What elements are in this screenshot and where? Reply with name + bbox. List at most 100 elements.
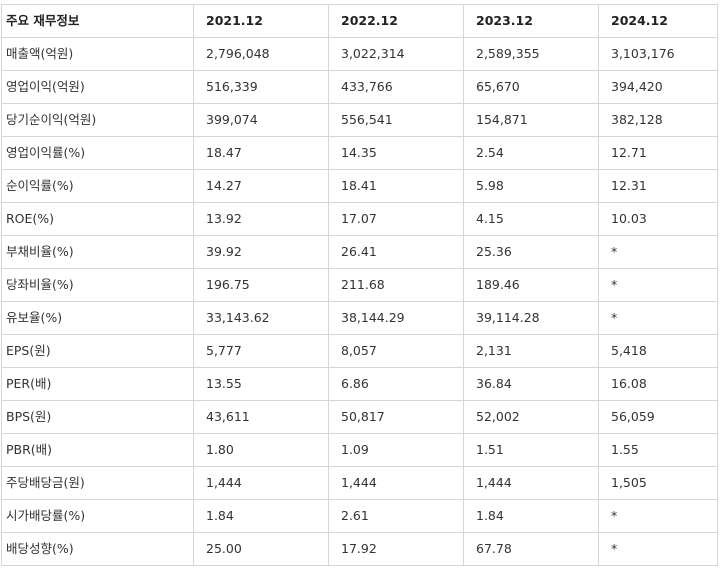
financial-table: 주요 재무정보 2021.12 2022.12 2023.12 2024.12 … (1, 4, 718, 566)
table-row: PBR(배) 1.80 1.09 1.51 1.55 (1, 433, 718, 467)
value-2021: 13.55 (193, 367, 329, 401)
table-row: 배당성향(%) 25.00 17.92 67.78 * (1, 532, 718, 566)
header-year-2023: 2023.12 (463, 4, 599, 38)
value-2021: 33,143.62 (193, 301, 329, 335)
value-2021: 13.92 (193, 202, 329, 236)
metric-name: 당기순이익(억원) (1, 103, 194, 137)
table-row: 당기순이익(억원) 399,074 556,541 154,871 382,128 (1, 103, 718, 137)
value-2024: 12.31 (598, 169, 718, 203)
value-2022: 1.09 (328, 433, 464, 467)
value-2023: 25.36 (463, 235, 599, 269)
value-2024: * (598, 499, 718, 533)
value-2022: 50,817 (328, 400, 464, 434)
table-row: 매출액(억원) 2,796,048 3,022,314 2,589,355 3,103,… (1, 37, 718, 71)
value-2022: 14.35 (328, 136, 464, 170)
metric-name: PBR(배) (1, 433, 194, 467)
value-2024: 1.55 (598, 433, 718, 467)
value-2024: 382,128 (598, 103, 718, 137)
value-2022: 1,444 (328, 466, 464, 500)
metric-name: 주당배당금(원) (1, 466, 194, 500)
metric-name: ROE(%) (1, 202, 194, 236)
value-2024: * (598, 532, 718, 566)
metric-name: EPS(원) (1, 334, 194, 368)
value-2023: 1.84 (463, 499, 599, 533)
header-metric: 주요 재무정보 (1, 4, 194, 38)
table-row: 시가배당률(%) 1.84 2.61 1.84 * (1, 499, 718, 533)
value-2022: 17.92 (328, 532, 464, 566)
value-2021: 196.75 (193, 268, 329, 302)
value-2024: * (598, 235, 718, 269)
metric-name: 배당성향(%) (1, 532, 194, 566)
value-2021: 399,074 (193, 103, 329, 137)
value-2022: 38,144.29 (328, 301, 464, 335)
value-2021: 516,339 (193, 70, 329, 104)
value-2021: 39.92 (193, 235, 329, 269)
metric-name: 당좌비율(%) (1, 268, 194, 302)
value-2022: 556,541 (328, 103, 464, 137)
value-2023: 5.98 (463, 169, 599, 203)
value-2021: 25.00 (193, 532, 329, 566)
metric-name: 부채비율(%) (1, 235, 194, 269)
value-2023: 2.54 (463, 136, 599, 170)
value-2023: 52,002 (463, 400, 599, 434)
value-2022: 26.41 (328, 235, 464, 269)
value-2021: 43,611 (193, 400, 329, 434)
value-2023: 189.46 (463, 268, 599, 302)
value-2024: 12.71 (598, 136, 718, 170)
value-2024: 56,059 (598, 400, 718, 434)
table-row: 유보율(%) 33,143.62 38,144.29 39,114.28 * (1, 301, 718, 335)
value-2024: 5,418 (598, 334, 718, 368)
metric-name: BPS(원) (1, 400, 194, 434)
value-2024: 16.08 (598, 367, 718, 401)
value-2022: 211.68 (328, 268, 464, 302)
value-2023: 1,444 (463, 466, 599, 500)
value-2021: 1.84 (193, 499, 329, 533)
table-header-row: 주요 재무정보 2021.12 2022.12 2023.12 2024.12 (1, 4, 718, 38)
value-2022: 17.07 (328, 202, 464, 236)
metric-name: 시가배당률(%) (1, 499, 194, 533)
metric-name: PER(배) (1, 367, 194, 401)
value-2021: 5,777 (193, 334, 329, 368)
value-2023: 154,871 (463, 103, 599, 137)
value-2022: 2.61 (328, 499, 464, 533)
metric-name: 매출액(억원) (1, 37, 194, 71)
table-row: ROE(%) 13.92 17.07 4.15 10.03 (1, 202, 718, 236)
value-2024: 10.03 (598, 202, 718, 236)
value-2023: 2,589,355 (463, 37, 599, 71)
metric-name: 유보율(%) (1, 301, 194, 335)
value-2023: 1.51 (463, 433, 599, 467)
value-2022: 433,766 (328, 70, 464, 104)
value-2021: 1.80 (193, 433, 329, 467)
metric-name: 영업이익률(%) (1, 136, 194, 170)
value-2024: 1,505 (598, 466, 718, 500)
header-year-2021: 2021.12 (193, 4, 329, 38)
table-body: 매출액(억원) 2,796,048 3,022,314 2,589,355 3,103,… (1, 37, 718, 566)
table-row: 영업이익(억원) 516,339 433,766 65,670 394,420 (1, 70, 718, 104)
value-2021: 1,444 (193, 466, 329, 500)
value-2022: 3,022,314 (328, 37, 464, 71)
value-2022: 8,057 (328, 334, 464, 368)
table-row: 영업이익률(%) 18.47 14.35 2.54 12.71 (1, 136, 718, 170)
table-row: 순이익률(%) 14.27 18.41 5.98 12.31 (1, 169, 718, 203)
value-2024: 394,420 (598, 70, 718, 104)
value-2021: 18.47 (193, 136, 329, 170)
value-2024: * (598, 301, 718, 335)
table-row: 주당배당금(원) 1,444 1,444 1,444 1,505 (1, 466, 718, 500)
value-2022: 18.41 (328, 169, 464, 203)
table-row: 당좌비율(%) 196.75 211.68 189.46 * (1, 268, 718, 302)
table-row: EPS(원) 5,777 8,057 2,131 5,418 (1, 334, 718, 368)
header-year-2024: 2024.12 (598, 4, 718, 38)
header-year-2022: 2022.12 (328, 4, 464, 38)
value-2023: 36.84 (463, 367, 599, 401)
table-row: PER(배) 13.55 6.86 36.84 16.08 (1, 367, 718, 401)
value-2023: 2,131 (463, 334, 599, 368)
value-2024: 3,103,176 (598, 37, 718, 71)
value-2023: 4.15 (463, 202, 599, 236)
table-row: BPS(원) 43,611 50,817 52,002 56,059 (1, 400, 718, 434)
value-2023: 65,670 (463, 70, 599, 104)
value-2024: * (598, 268, 718, 302)
value-2022: 6.86 (328, 367, 464, 401)
metric-name: 순이익률(%) (1, 169, 194, 203)
value-2021: 14.27 (193, 169, 329, 203)
